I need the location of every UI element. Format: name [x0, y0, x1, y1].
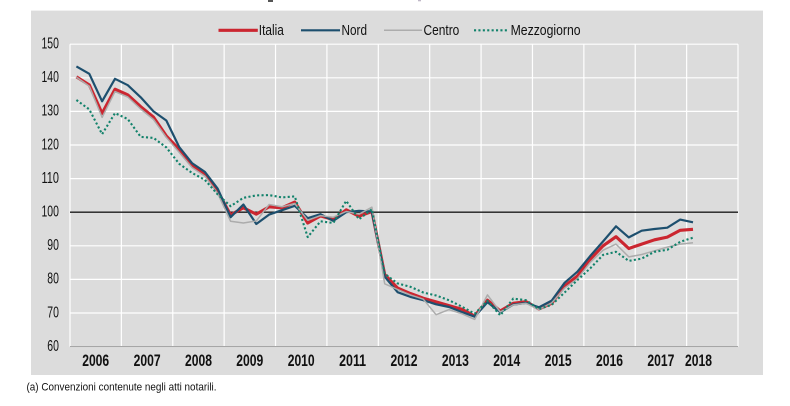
svg-text:Centro: Centro	[424, 23, 460, 39]
svg-text:140: 140	[42, 69, 59, 86]
svg-text:2017: 2017	[647, 352, 674, 370]
svg-text:2015: 2015	[545, 352, 572, 370]
svg-text:2016: 2016	[596, 352, 623, 370]
svg-text:80: 80	[47, 271, 59, 288]
svg-text:2008: 2008	[185, 352, 212, 370]
svg-text:110: 110	[42, 170, 59, 187]
svg-text:60: 60	[47, 338, 59, 355]
svg-text:120: 120	[42, 136, 59, 153]
svg-text:2011: 2011	[339, 352, 366, 370]
svg-text:2018: 2018	[685, 352, 712, 370]
svg-text:2009: 2009	[236, 352, 263, 370]
svg-text:2012: 2012	[391, 352, 418, 370]
svg-text:70: 70	[47, 304, 59, 321]
svg-text:(a) Convenzioni contenute negl: (a) Convenzioni contenute negli atti not…	[27, 382, 217, 394]
svg-text:Mezzogiorno: Mezzogiorno	[511, 23, 581, 39]
svg-text:2014: 2014	[493, 352, 521, 370]
svg-text:90: 90	[47, 237, 59, 254]
svg-text:2006: 2006	[82, 352, 109, 370]
svg-text:2007: 2007	[134, 352, 161, 370]
svg-text:150: 150	[42, 36, 59, 53]
svg-text:2010: 2010	[288, 352, 315, 370]
svg-text:2013: 2013	[442, 352, 469, 370]
svg-text:100: 100	[42, 204, 59, 221]
svg-text:130: 130	[42, 103, 59, 120]
svg-text:Nord: Nord	[342, 23, 368, 39]
svg-text:Italia: Italia	[259, 23, 285, 39]
